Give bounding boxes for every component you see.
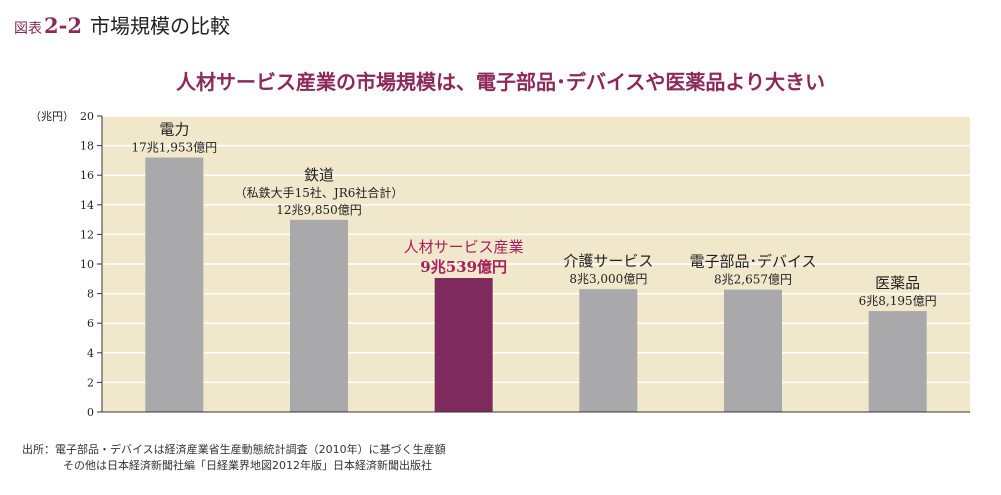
- category-label: 鉄道: [304, 166, 334, 184]
- category-label: 医薬品: [875, 274, 920, 292]
- y-tick-label: 14: [80, 199, 94, 212]
- y-tick-label: 4: [87, 347, 94, 360]
- figure-title: 市場規模の比較: [89, 14, 230, 38]
- y-tick-label: 8: [87, 288, 94, 301]
- value-label: 9兆539億円: [420, 258, 507, 276]
- y-axis-unit: （兆円）: [30, 110, 74, 123]
- value-label: 8兆3,000億円: [569, 272, 647, 286]
- value-label: 6兆8,195億円: [859, 294, 937, 308]
- y-tick-label: 2: [87, 376, 94, 389]
- bars: [145, 157, 927, 412]
- category-note: （私鉄大手15社、JR6社合計）: [235, 185, 404, 200]
- y-tick-label: 6: [87, 317, 94, 330]
- bar-labels: 17兆1,953億円 電力 12兆9,850億円 （私鉄大手15社、JR6社合計）鉄道…: [132, 121, 937, 309]
- y-tick-label: 18: [80, 140, 94, 153]
- category-label: 電子部品･デバイス: [689, 253, 816, 271]
- category-label: 人材サービス産業: [404, 238, 524, 256]
- figure-label: 図表: [14, 21, 42, 37]
- chart-title: 人材サービス産業の市場規模は、電子部品･デバイスや医薬品より大きい: [176, 70, 825, 94]
- bar: [434, 278, 493, 412]
- source-note: 出所：電子部品・デバイスは経済産業省生産動態統計調査（2010年）に基づく生産額…: [22, 442, 446, 474]
- source-line-1: 出所：電子部品・デバイスは経済産業省生産動態統計調査（2010年）に基づく生産額: [22, 443, 446, 456]
- y-tick-label: 20: [80, 110, 94, 123]
- y-axis-ticks: 0 2 4 6 8 10 12 14 16 18 20: [80, 110, 102, 419]
- bar: [579, 289, 638, 412]
- y-tick-label: 10: [80, 258, 94, 271]
- bar: [145, 157, 204, 412]
- source-line-2: その他は日本経済新聞社編「日経業界地図2012年版」日本経済新聞出版社: [63, 459, 432, 472]
- bar: [290, 219, 348, 412]
- category-label: 電力: [159, 121, 189, 139]
- grid-lines: [102, 115, 970, 384]
- value-label: 8兆2,657億円: [714, 273, 792, 287]
- bar: [724, 289, 782, 412]
- figure-number: 2-2: [44, 13, 82, 38]
- category-label: 介護サービス: [563, 252, 653, 270]
- y-tick-label: 16: [80, 169, 94, 182]
- bar: [868, 311, 927, 412]
- figure-header: 図表2-2 市場規模の比較: [14, 10, 230, 39]
- y-tick-label: 12: [80, 228, 94, 241]
- value-label: 17兆1,953億円: [132, 141, 218, 155]
- value-label: 12兆9,850億円: [276, 203, 362, 217]
- y-tick-label: 0: [87, 406, 94, 419]
